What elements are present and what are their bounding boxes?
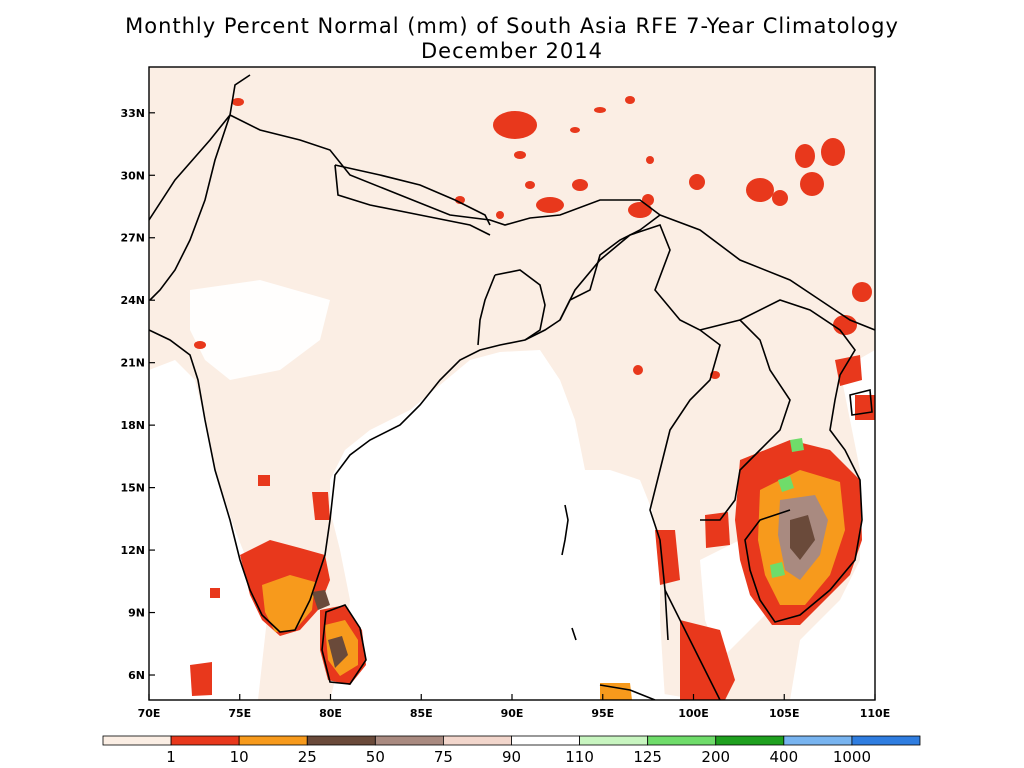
colorbar-label: 1000 xyxy=(833,748,871,766)
lon-tick-label: 95E xyxy=(591,707,614,720)
land-layer xyxy=(149,67,875,700)
sumatra-coast xyxy=(599,684,656,700)
tibet-anomaly xyxy=(194,96,872,379)
lat-tick-label: 18N xyxy=(120,419,145,432)
colorbar-label: 400 xyxy=(770,748,799,766)
lat-tick-label: 12N xyxy=(120,544,145,557)
colorbar-swatch xyxy=(851,735,921,746)
lon-tick-label: 85E xyxy=(410,707,433,720)
thailand-border xyxy=(664,319,791,700)
indochina-anomaly xyxy=(600,355,875,700)
colorbar-label: 10 xyxy=(230,748,249,766)
colorbar: 1 10 25 50 75 90 110 125 200 400 1000 xyxy=(102,735,921,766)
colorbar-swatch xyxy=(783,735,853,746)
lat-tick-label: 24N xyxy=(120,294,145,307)
south-india-anomaly xyxy=(190,475,366,696)
colorbar-label: 110 xyxy=(565,748,594,766)
central-india-white-patch xyxy=(190,280,330,380)
lon-tick-label: 105E xyxy=(769,707,799,720)
bangladesh-border xyxy=(477,269,546,346)
colorbar-label: 200 xyxy=(701,748,730,766)
lat-tick-label: 15N xyxy=(120,482,145,495)
lat-tick-label: 6N xyxy=(128,669,145,682)
colorbar-swatch xyxy=(647,735,717,746)
lon-tick-label: 100E xyxy=(678,707,708,720)
south-china-sea xyxy=(790,350,875,700)
colorbar-label: 50 xyxy=(366,748,385,766)
lat-tick-label: 27N xyxy=(120,232,145,245)
colorbar-swatch xyxy=(443,735,512,746)
map-title: Monthly Percent Normal (mm) of South Asi… xyxy=(125,14,899,38)
lat-tick-label: 33N xyxy=(120,107,145,120)
myanmar-border xyxy=(559,224,721,641)
colorbar-swatch xyxy=(102,735,172,746)
colorbar-swatch xyxy=(715,735,785,746)
pakistan-border xyxy=(149,114,231,301)
andaman-islands xyxy=(561,504,577,641)
lat-tick-label: 30N xyxy=(120,169,145,182)
colorbar-label: 1 xyxy=(166,748,176,766)
lat-axis: 6N 9N 12N 15N 18N 21N 24N 27N 30N 33N xyxy=(120,107,155,682)
colorbar-label: 25 xyxy=(298,748,317,766)
nepal-border xyxy=(334,164,491,236)
lon-tick-label: 90E xyxy=(501,707,524,720)
colorbar-swatch xyxy=(170,735,240,746)
colorbar-label: 125 xyxy=(633,748,662,766)
colorbar-swatch xyxy=(374,735,444,746)
colorbar-swatch xyxy=(306,735,376,746)
lon-tick-label: 75E xyxy=(228,707,251,720)
lon-tick-label: 80E xyxy=(319,707,342,720)
colorbar-swatch xyxy=(238,735,308,746)
china-border xyxy=(659,214,875,331)
colorbar-label: 75 xyxy=(434,748,453,766)
laos-vietnam-border xyxy=(739,299,863,623)
boundaries xyxy=(149,74,875,700)
lon-tick-label: 110E xyxy=(860,707,890,720)
india-coastline xyxy=(149,74,662,633)
colorbar-swatch xyxy=(579,735,649,746)
map-subtitle: December 2014 xyxy=(420,39,603,63)
lat-tick-label: 9N xyxy=(128,607,145,620)
colorbar-label: 90 xyxy=(502,748,521,766)
bay-of-bengal xyxy=(330,350,665,700)
sri-lanka-coast xyxy=(321,604,367,685)
lon-tick-label: 70E xyxy=(138,707,161,720)
arabian-sea xyxy=(149,360,268,700)
lon-axis: 70E 75E 80E 85E 90E 95E 100E 105E 110E xyxy=(138,694,890,720)
colorbar-swatch xyxy=(511,735,580,746)
lat-tick-label: 21N xyxy=(120,357,145,370)
hainan-coast xyxy=(849,388,873,416)
